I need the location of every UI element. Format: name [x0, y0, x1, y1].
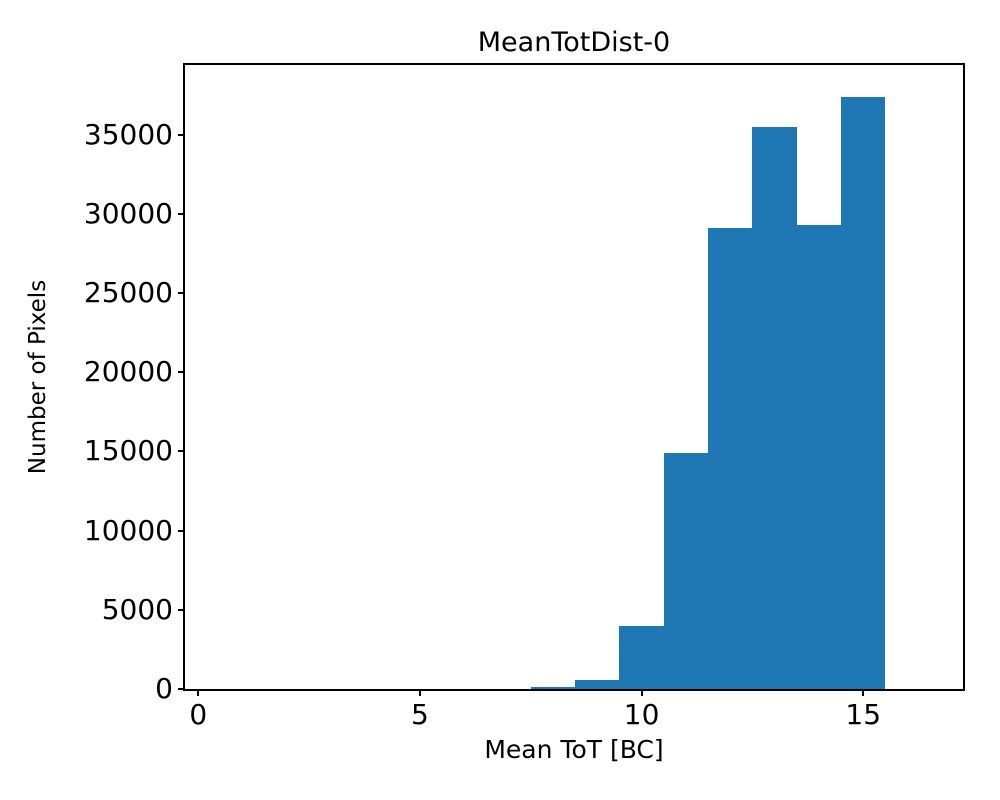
y-tick-label: 25000: [83, 276, 173, 310]
x-axis-tick: [862, 689, 865, 696]
y-axis-tick: [178, 133, 185, 136]
histogram-bar: [796, 224, 842, 689]
histogram-bar: [841, 96, 886, 689]
x-tick-label: 0: [189, 698, 208, 731]
histogram-bar: [530, 686, 576, 689]
y-axis-tick: [178, 292, 185, 295]
histogram-bar: [575, 680, 620, 689]
chart-title: MeanTotDist-0: [477, 27, 671, 58]
plot-area: 0 5 10 15 0 5000 10000 15000 20000 25000 30000 3500…: [84, 63, 965, 730]
y-axis-tick: [178, 608, 185, 611]
x-tick-label: 15: [845, 698, 882, 731]
y-axis-tick: [178, 529, 185, 532]
histogram-bar: [708, 228, 753, 689]
x-axis-tick: [418, 689, 421, 696]
x-axis-tick: [197, 689, 200, 696]
y-tick-label: 20000: [83, 355, 173, 389]
histogram-bar: [663, 453, 709, 689]
y-axis-tick: [178, 371, 185, 374]
histogram-bar: [619, 625, 664, 689]
y-tick-label: 10000: [83, 513, 173, 547]
y-tick-label: 15000: [83, 434, 173, 468]
histogram-bar: [752, 126, 797, 689]
y-tick-label: 0: [155, 672, 173, 705]
y-tick-label: 5000: [101, 592, 173, 626]
y-tick-label: 30000: [83, 196, 173, 230]
x-tick-label: 10: [623, 698, 660, 731]
x-axis-tick: [640, 689, 643, 696]
x-tick-label: 5: [411, 698, 429, 731]
y-axis-tick: [178, 688, 185, 690]
y-axis-label: Number of Pixels: [25, 279, 51, 475]
y-axis-tick: [178, 212, 185, 215]
y-axis-tick: [178, 450, 185, 453]
x-axis-label: Mean ToT [BC]: [484, 735, 664, 764]
y-tick-label: 35000: [83, 117, 173, 151]
